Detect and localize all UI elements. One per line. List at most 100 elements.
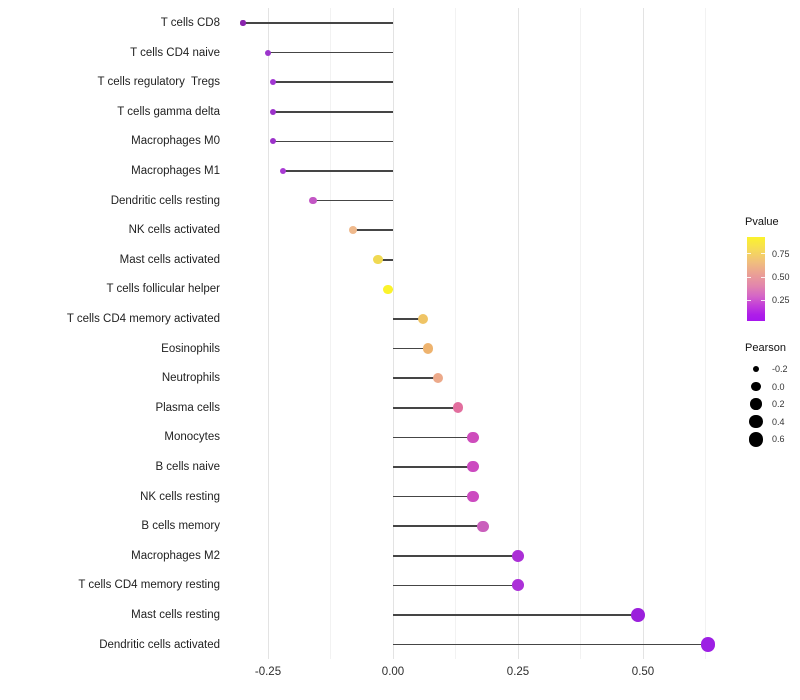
pearson-size-dot	[749, 415, 763, 429]
lollipop-dot	[264, 49, 271, 56]
y-axis-label: Dendritic cells resting	[110, 194, 220, 207]
lollipop-stem	[393, 614, 638, 616]
x-axis-tick-label: 0.25	[506, 666, 530, 678]
gridline-major	[642, 8, 644, 659]
gridline-major	[517, 8, 519, 659]
lollipop-stem	[313, 199, 393, 202]
pearson-size-label: 0.0	[772, 381, 785, 392]
y-axis-label: Dendritic cells activated	[99, 638, 220, 651]
colorbar-tick-label: 0.25	[772, 295, 790, 306]
lollipop-dot	[309, 196, 317, 205]
y-axis-label: Macrophages M0	[131, 135, 220, 148]
lollipop-stem	[393, 436, 473, 439]
lollipop-dot	[240, 20, 246, 26]
colorbar-tick	[747, 253, 751, 255]
lollipop-stem	[393, 318, 423, 320]
lollipop-stem	[393, 466, 473, 468]
pearson-size-dot	[750, 398, 762, 410]
lollipop-stem	[243, 22, 393, 24]
x-axis-tick-label: 0.00	[381, 666, 405, 678]
lollipop-dot	[422, 343, 434, 354]
pearson-size-label: 0.6	[772, 434, 785, 445]
y-axis-label: T cells CD8	[160, 17, 220, 29]
colorbar-tick-label: 0.50	[772, 272, 790, 283]
lollipop-dot	[477, 520, 489, 532]
lollipop-dot	[269, 79, 277, 86]
lollipop-dot	[467, 491, 479, 503]
lollipop-stem	[268, 51, 393, 54]
pearson-size-label: 0.2	[772, 399, 785, 410]
x-axis-tick-label: -0.25	[254, 666, 282, 678]
lollipop-dot	[631, 608, 645, 622]
legend-pvalue-title: Pvalue	[745, 216, 779, 228]
lollipop-dot	[467, 431, 479, 443]
y-axis-label: Neutrophils	[161, 372, 220, 385]
lollipop-dot	[348, 225, 358, 235]
legend-pearson: Pearson -0.2 0.0 0.2 0.4 0.6	[745, 341, 800, 451]
lollipop-dot	[467, 461, 479, 473]
y-axis-label: T cells CD4 memory activated	[66, 312, 220, 325]
lollipop-dot	[383, 284, 393, 294]
y-axis-label: Eosinophils	[161, 342, 220, 355]
lollipop-dot	[700, 637, 716, 652]
gridline-minor	[580, 8, 581, 659]
lollipop-dot	[452, 402, 464, 414]
y-axis-label: Macrophages M1	[131, 164, 220, 177]
lollipop-dot	[279, 167, 287, 175]
colorbar-tick	[761, 276, 765, 278]
colorbar-tick	[761, 253, 765, 255]
y-axis-label: B cells naive	[155, 460, 220, 473]
pearson-size-dot	[751, 381, 761, 392]
lollipop-stem	[393, 406, 458, 409]
lollipop-dot	[432, 372, 444, 384]
colorbar-tick	[761, 299, 765, 301]
gridline-minor	[705, 8, 706, 659]
lollipop-stem	[393, 643, 708, 646]
lollipop-stem	[393, 554, 518, 557]
y-axis-label: T cells regulatory Tregs	[97, 76, 220, 89]
gridline-minor	[455, 8, 456, 659]
lollipop-dot	[417, 313, 429, 324]
y-axis-label: T cells gamma delta	[117, 105, 220, 118]
colorbar-tick	[747, 299, 751, 301]
lollipop-stem	[273, 110, 393, 113]
y-axis-label: NK cells activated	[128, 224, 220, 237]
y-axis-label: T cells CD4 naive	[130, 46, 220, 59]
y-axis-label: Monocytes	[164, 431, 220, 444]
lollipop-dot	[269, 138, 277, 145]
lollipop-dot	[373, 255, 383, 265]
legend-pvalue: Pvalue 0.75 0.50 0.25	[745, 215, 800, 330]
y-axis-label: T cells CD4 memory resting	[78, 579, 220, 592]
y-axis-label: Mast cells resting	[131, 608, 220, 621]
gridline-major	[392, 8, 394, 659]
pearson-size-dot	[748, 432, 764, 447]
pvalue-colorbar	[747, 237, 765, 321]
y-axis-label: B cells memory	[141, 520, 220, 533]
y-axis-label: NK cells resting	[140, 490, 220, 503]
lollipop-stem	[273, 140, 393, 143]
gridline-minor	[330, 8, 331, 659]
colorbar-tick-label: 0.75	[772, 248, 790, 259]
legend-pearson-title: Pearson	[745, 342, 786, 354]
lollipop-stem	[393, 347, 428, 350]
lollipop-stem	[283, 170, 393, 172]
lollipop-stem	[393, 584, 518, 587]
lollipop-stem	[393, 495, 473, 498]
lollipop-stem	[378, 258, 393, 261]
pearson-size-label: -0.2	[772, 364, 788, 374]
pearson-size-label: 0.4	[772, 416, 785, 427]
lollipop-dot	[269, 108, 277, 115]
gridline-major	[267, 8, 269, 659]
y-axis-label: Macrophages M2	[131, 549, 220, 562]
y-axis-label: Plasma cells	[155, 401, 220, 414]
x-axis-tick-label: 0.50	[631, 666, 655, 678]
lollipop-stem	[273, 81, 393, 83]
y-axis-label: Mast cells activated	[119, 253, 220, 266]
colorbar-tick	[747, 276, 751, 278]
lollipop-stem	[393, 377, 438, 379]
lollipop-dot	[512, 579, 524, 592]
y-axis-label: T cells follicular helper	[106, 283, 220, 296]
pearson-size-dot	[752, 365, 760, 373]
lollipop-stem	[393, 525, 483, 527]
